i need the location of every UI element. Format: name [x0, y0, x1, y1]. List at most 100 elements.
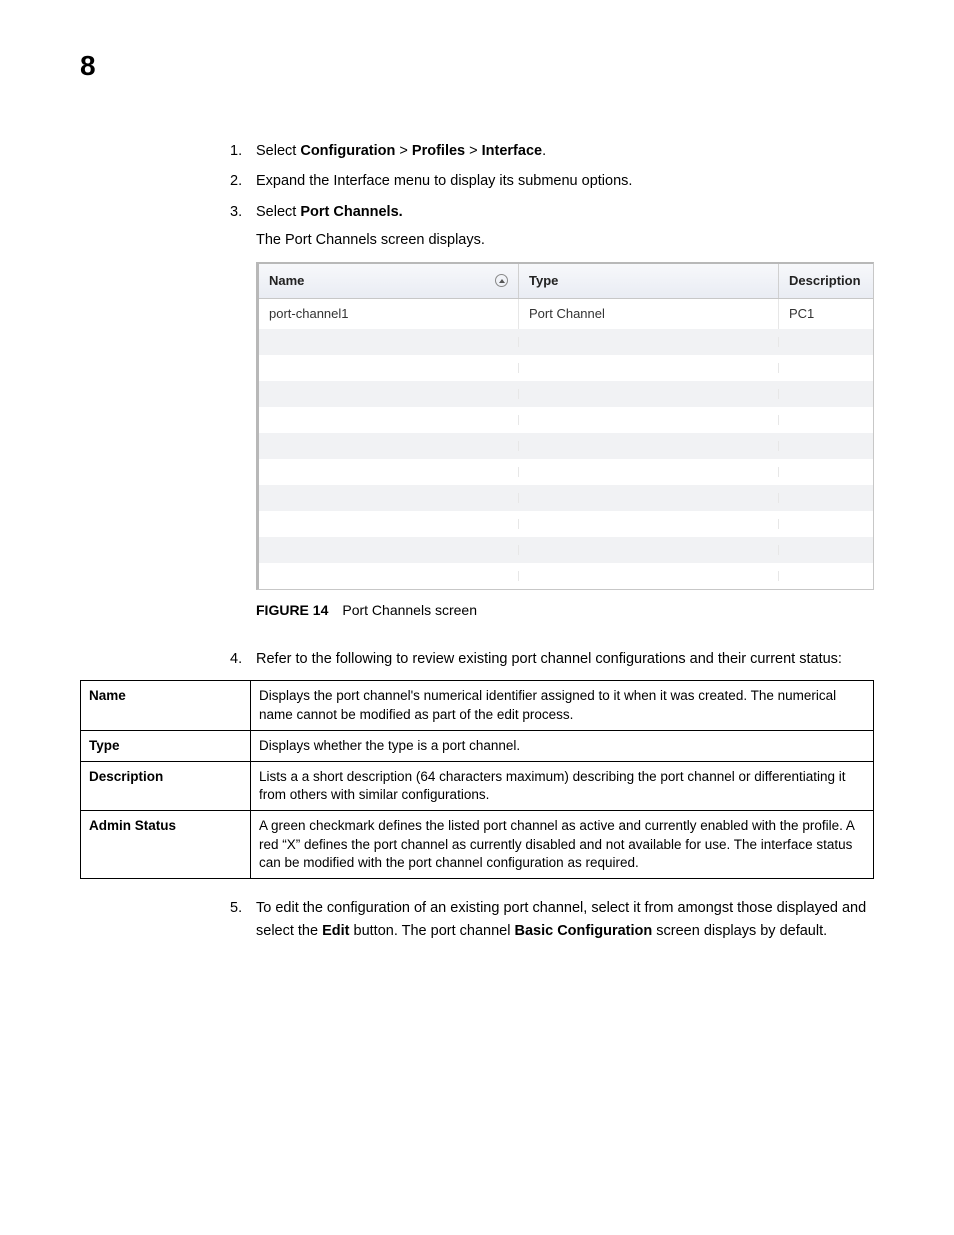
definition-term: Description — [81, 761, 251, 810]
chapter-number: 8 — [80, 50, 96, 82]
definition-row: TypeDisplays whether the type is a port … — [81, 730, 874, 761]
page: 8 1. Select Configuration > Profiles > I… — [0, 0, 954, 1010]
bold-text: Basic Configuration — [514, 923, 652, 939]
cell-empty — [519, 441, 779, 451]
column-header-name[interactable]: Name — [259, 264, 519, 298]
cell-empty — [779, 441, 873, 451]
definition-term: Admin Status — [81, 811, 251, 879]
column-header-type[interactable]: Type — [519, 264, 779, 298]
sort-asc-icon[interactable] — [495, 274, 508, 287]
cell-empty — [779, 467, 873, 477]
step-number: 5. — [230, 897, 256, 942]
definition-desc: A green checkmark defines the listed por… — [251, 811, 874, 879]
figure-label: FIGURE 14 — [256, 602, 328, 618]
cell-empty — [779, 337, 873, 347]
bold-text: Edit — [322, 923, 349, 939]
step-body: Select Port Channels. The Port Channels … — [256, 201, 874, 640]
cell-empty — [779, 415, 873, 425]
definition-term: Type — [81, 730, 251, 761]
cell-empty — [779, 363, 873, 373]
step-number: 4. — [230, 648, 256, 670]
definition-row: DescriptionLists a a short description (… — [81, 761, 874, 810]
step-1: 1. Select Configuration > Profiles > Int… — [230, 140, 874, 162]
column-header-description[interactable]: Description — [779, 264, 873, 298]
cell-empty — [519, 493, 779, 503]
step-3: 3. Select Port Channels. The Port Channe… — [230, 201, 874, 640]
table-row[interactable] — [259, 329, 873, 355]
cell-empty — [519, 519, 779, 529]
step-number: 2. — [230, 170, 256, 192]
cell-empty — [519, 545, 779, 555]
figure-caption: FIGURE 14 Port Channels screen — [256, 600, 874, 622]
cell-empty — [519, 415, 779, 425]
cell-empty — [779, 519, 873, 529]
definition-desc: Displays the port channel's numerical id… — [251, 681, 874, 730]
step-body: To edit the configuration of an existing… — [256, 897, 874, 942]
cell-empty — [519, 467, 779, 477]
step-number: 1. — [230, 140, 256, 162]
table-row[interactable] — [259, 407, 873, 433]
cell-empty — [779, 545, 873, 555]
bold-text: Port Channels. — [300, 204, 402, 220]
bold-text: Profiles — [412, 143, 465, 159]
table-row[interactable] — [259, 537, 873, 563]
table-row[interactable] — [259, 485, 873, 511]
definition-row: NameDisplays the port channel's numerica… — [81, 681, 874, 730]
table-row[interactable] — [259, 563, 873, 589]
cell-empty — [779, 389, 873, 399]
step-subtext: The Port Channels screen displays. — [256, 229, 874, 251]
cell-description: PC1 — [779, 299, 873, 329]
bold-text: Configuration — [300, 143, 395, 159]
column-label: Description — [789, 271, 861, 291]
text: Select — [256, 204, 300, 220]
step-body: Select Configuration > Profiles > Interf… — [256, 140, 874, 162]
text: > — [395, 143, 412, 159]
cell-empty — [259, 389, 519, 399]
step-4: 4. Refer to the following to review exis… — [230, 648, 874, 670]
step-5: 5. To edit the configuration of an exist… — [230, 897, 874, 942]
cell-empty — [259, 441, 519, 451]
text: > — [465, 143, 482, 159]
definition-row: Admin StatusA green checkmark defines th… — [81, 811, 874, 879]
bold-text: Interface — [482, 143, 542, 159]
text: Select — [256, 143, 300, 159]
column-label: Type — [529, 271, 558, 291]
cell-empty — [519, 571, 779, 581]
definition-desc: Displays whether the type is a port chan… — [251, 730, 874, 761]
cell-empty — [519, 337, 779, 347]
column-label: Name — [269, 271, 304, 291]
step-number: 3. — [230, 201, 256, 640]
steps-list-continued: 5. To edit the configuration of an exist… — [230, 897, 874, 942]
cell-empty — [259, 415, 519, 425]
cell-type: Port Channel — [519, 299, 779, 329]
text: screen displays by default. — [652, 923, 827, 939]
figure-title: Port Channels screen — [342, 602, 477, 618]
step-body: Expand the Interface menu to display its… — [256, 170, 874, 192]
cell-empty — [259, 467, 519, 477]
table-row[interactable]: port-channel1 Port Channel PC1 — [259, 299, 873, 329]
table-row[interactable] — [259, 355, 873, 381]
definitions-table: NameDisplays the port channel's numerica… — [80, 680, 874, 879]
table-row[interactable] — [259, 459, 873, 485]
step-body: Refer to the following to review existin… — [256, 648, 874, 670]
cell-empty — [259, 519, 519, 529]
text: button. The port channel — [349, 923, 514, 939]
table-row[interactable] — [259, 381, 873, 407]
definition-term: Name — [81, 681, 251, 730]
cell-empty — [779, 571, 873, 581]
cell-empty — [259, 571, 519, 581]
table-row[interactable] — [259, 511, 873, 537]
cell-empty — [259, 493, 519, 503]
text: . — [542, 143, 546, 159]
table-row[interactable] — [259, 433, 873, 459]
port-channels-screenshot: Name Type Description port-channel1 — [256, 262, 874, 590]
cell-empty — [259, 545, 519, 555]
cell-name: port-channel1 — [259, 299, 519, 329]
step-2: 2. Expand the Interface menu to display … — [230, 170, 874, 192]
definition-desc: Lists a a short description (64 characte… — [251, 761, 874, 810]
steps-list: 1. Select Configuration > Profiles > Int… — [230, 140, 874, 670]
cell-empty — [519, 363, 779, 373]
table-header-row: Name Type Description — [259, 264, 873, 299]
cell-empty — [779, 493, 873, 503]
cell-empty — [259, 337, 519, 347]
